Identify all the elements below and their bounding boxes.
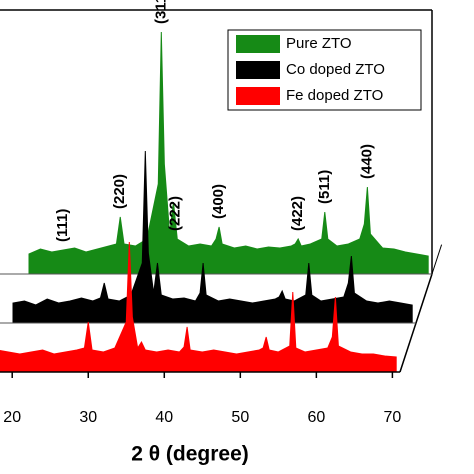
x-tick-label: 60 <box>307 409 325 426</box>
series-area <box>0 241 397 373</box>
peak-label: (511) <box>316 170 333 204</box>
plane-edge <box>431 244 443 275</box>
x-tick-label: 40 <box>155 409 173 426</box>
x-tick-label: 30 <box>79 409 97 426</box>
peak-label: (111) <box>54 209 71 242</box>
peak-label: (422) <box>289 196 306 231</box>
plane-edge <box>415 293 427 324</box>
legend-swatch <box>236 87 280 105</box>
x-tick-label: 50 <box>231 409 249 426</box>
x-axis-title: 2 θ (degree) <box>131 443 249 466</box>
peak-label: (440) <box>358 144 375 179</box>
legend-swatch <box>236 61 280 79</box>
peak-label: (222) <box>167 196 184 231</box>
legend-swatch <box>236 35 280 53</box>
series-layer <box>0 150 427 324</box>
series-layer <box>0 31 443 275</box>
x-tick-label: 20 <box>3 409 21 426</box>
peak-label: (311) <box>152 0 169 24</box>
series-area <box>28 31 429 275</box>
peak-label: (400) <box>210 184 227 219</box>
legend-label: Pure ZTO <box>286 35 352 52</box>
peak-label: (220) <box>111 174 128 209</box>
legend-label: Fe doped ZTO <box>286 87 383 104</box>
series-area <box>12 150 413 324</box>
x-tick-label: 70 <box>383 409 401 426</box>
legend-label: Co doped ZTO <box>286 61 385 78</box>
plane-edge <box>399 342 411 373</box>
